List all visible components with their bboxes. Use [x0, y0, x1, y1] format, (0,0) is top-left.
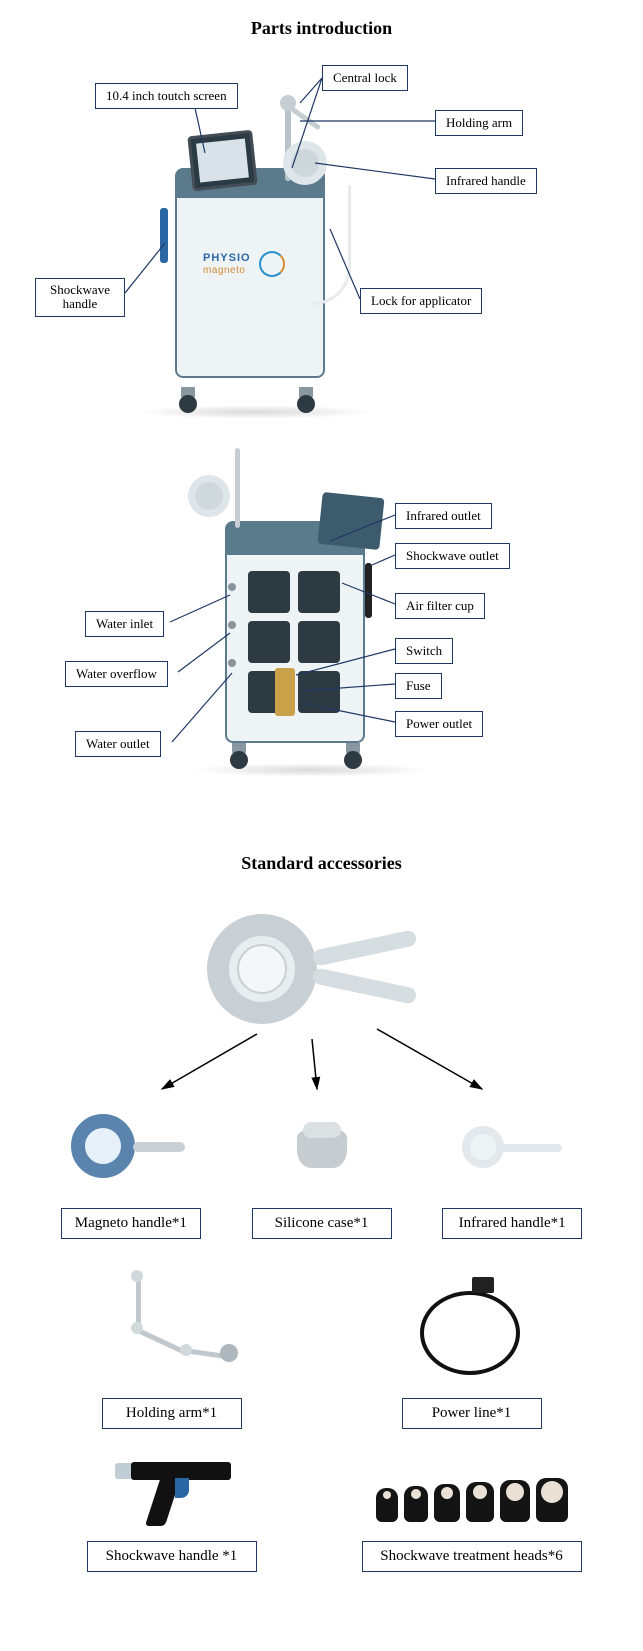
- power-line-icon: [412, 1277, 532, 1387]
- callout-power-outlet: Power outlet: [395, 711, 483, 737]
- callout-water-outlet: Water outlet: [75, 731, 161, 757]
- magneto-handle-icon: [71, 1104, 191, 1194]
- accessories-section: Magneto handle*1 Silicone case*1 Infrare…: [22, 894, 622, 1602]
- callout-water-inlet: Water inlet: [85, 611, 164, 637]
- physio-magneto-logo: PHYSIO magneto: [203, 253, 251, 276]
- callout-switch: Switch: [395, 638, 453, 664]
- machine-front-illustration: PHYSIO magneto: [165, 113, 385, 413]
- holding-arm-icon: [102, 1272, 242, 1392]
- caster-wheel-icon: [177, 387, 199, 413]
- callout-lock-applicator: Lock for applicator: [360, 288, 482, 314]
- callout-shockwave-outlet: Shockwave outlet: [395, 543, 510, 569]
- treatment-heads-icon: [376, 1462, 568, 1522]
- accessories-title: Standard accessories: [0, 823, 643, 894]
- accessory-row-2: Holding arm*1 Power line*1: [22, 1239, 622, 1429]
- acc-label: Power line*1: [402, 1398, 542, 1429]
- acc-infrared-handle: Infrared handle*1: [423, 1094, 602, 1239]
- accessory-row-3: Shockwave handle *1 Shockwave treatment …: [22, 1429, 622, 1602]
- callout-central-lock: Central lock: [322, 65, 408, 91]
- accessory-row-1: Magneto handle*1 Silicone case*1 Infrare…: [22, 1094, 622, 1239]
- acc-label: Magneto handle*1: [61, 1208, 201, 1239]
- acc-holding-arm: Holding arm*1: [42, 1269, 302, 1429]
- callout-air-filter-cup: Air filter cup: [395, 593, 485, 619]
- acc-label: Infrared handle*1: [442, 1208, 582, 1239]
- shockwave-gun-icon: [97, 1450, 247, 1535]
- callout-infrared-handle: Infrared handle: [435, 168, 537, 194]
- shockwave-handle-icon: [160, 208, 168, 263]
- callout-infrared-outlet: Infrared outlet: [395, 503, 492, 529]
- callout-shockwave-handle: Shockwave handle: [35, 278, 125, 317]
- acc-label: Holding arm*1: [102, 1398, 242, 1429]
- touchscreen-icon: [187, 130, 257, 191]
- acc-label: Shockwave handle *1: [87, 1541, 257, 1572]
- infrared-head-icon: [283, 141, 327, 185]
- callout-screen: 10.4 inch toutch screen: [95, 83, 238, 109]
- accessory-arrows: [22, 894, 622, 1094]
- front-diagram: PHYSIO magneto 10.4 inch toutch screen C…: [0, 53, 643, 418]
- accessory-hero-illustration: [22, 894, 622, 1094]
- acc-label: Silicone case*1: [252, 1208, 392, 1239]
- acc-silicone-case: Silicone case*1: [232, 1094, 411, 1239]
- machine-back-illustration: [170, 453, 400, 793]
- parts-intro-title: Parts introduction: [0, 0, 643, 53]
- acc-magneto-handle: Magneto handle*1: [42, 1094, 221, 1239]
- acc-shockwave-handle: Shockwave handle *1: [42, 1447, 302, 1572]
- callout-fuse: Fuse: [395, 673, 442, 699]
- acc-shockwave-heads: Shockwave treatment heads*6: [342, 1447, 602, 1572]
- infrared-handle-icon: [452, 1114, 572, 1184]
- acc-power-line: Power line*1: [342, 1269, 602, 1429]
- back-diagram: Infrared outlet Shockwave outlet Air fil…: [0, 443, 643, 823]
- caster-wheel-icon: [295, 387, 317, 413]
- acc-label: Shockwave treatment heads*6: [362, 1541, 582, 1572]
- silicone-case-icon: [297, 1130, 347, 1168]
- callout-holding-arm: Holding arm: [435, 110, 523, 136]
- callout-water-overflow: Water overflow: [65, 661, 168, 687]
